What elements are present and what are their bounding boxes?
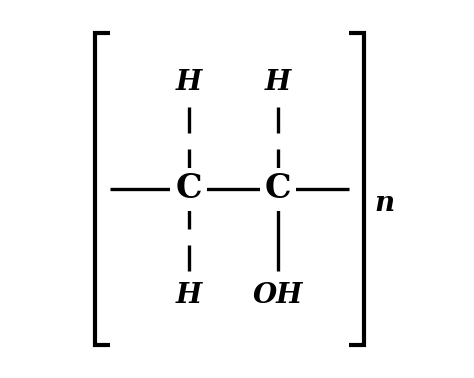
Text: C: C xyxy=(175,172,202,206)
Text: H: H xyxy=(175,282,202,309)
Text: OH: OH xyxy=(253,282,303,309)
Text: n: n xyxy=(375,191,395,217)
Text: C: C xyxy=(264,172,291,206)
Text: H: H xyxy=(265,69,291,96)
Text: H: H xyxy=(175,69,202,96)
